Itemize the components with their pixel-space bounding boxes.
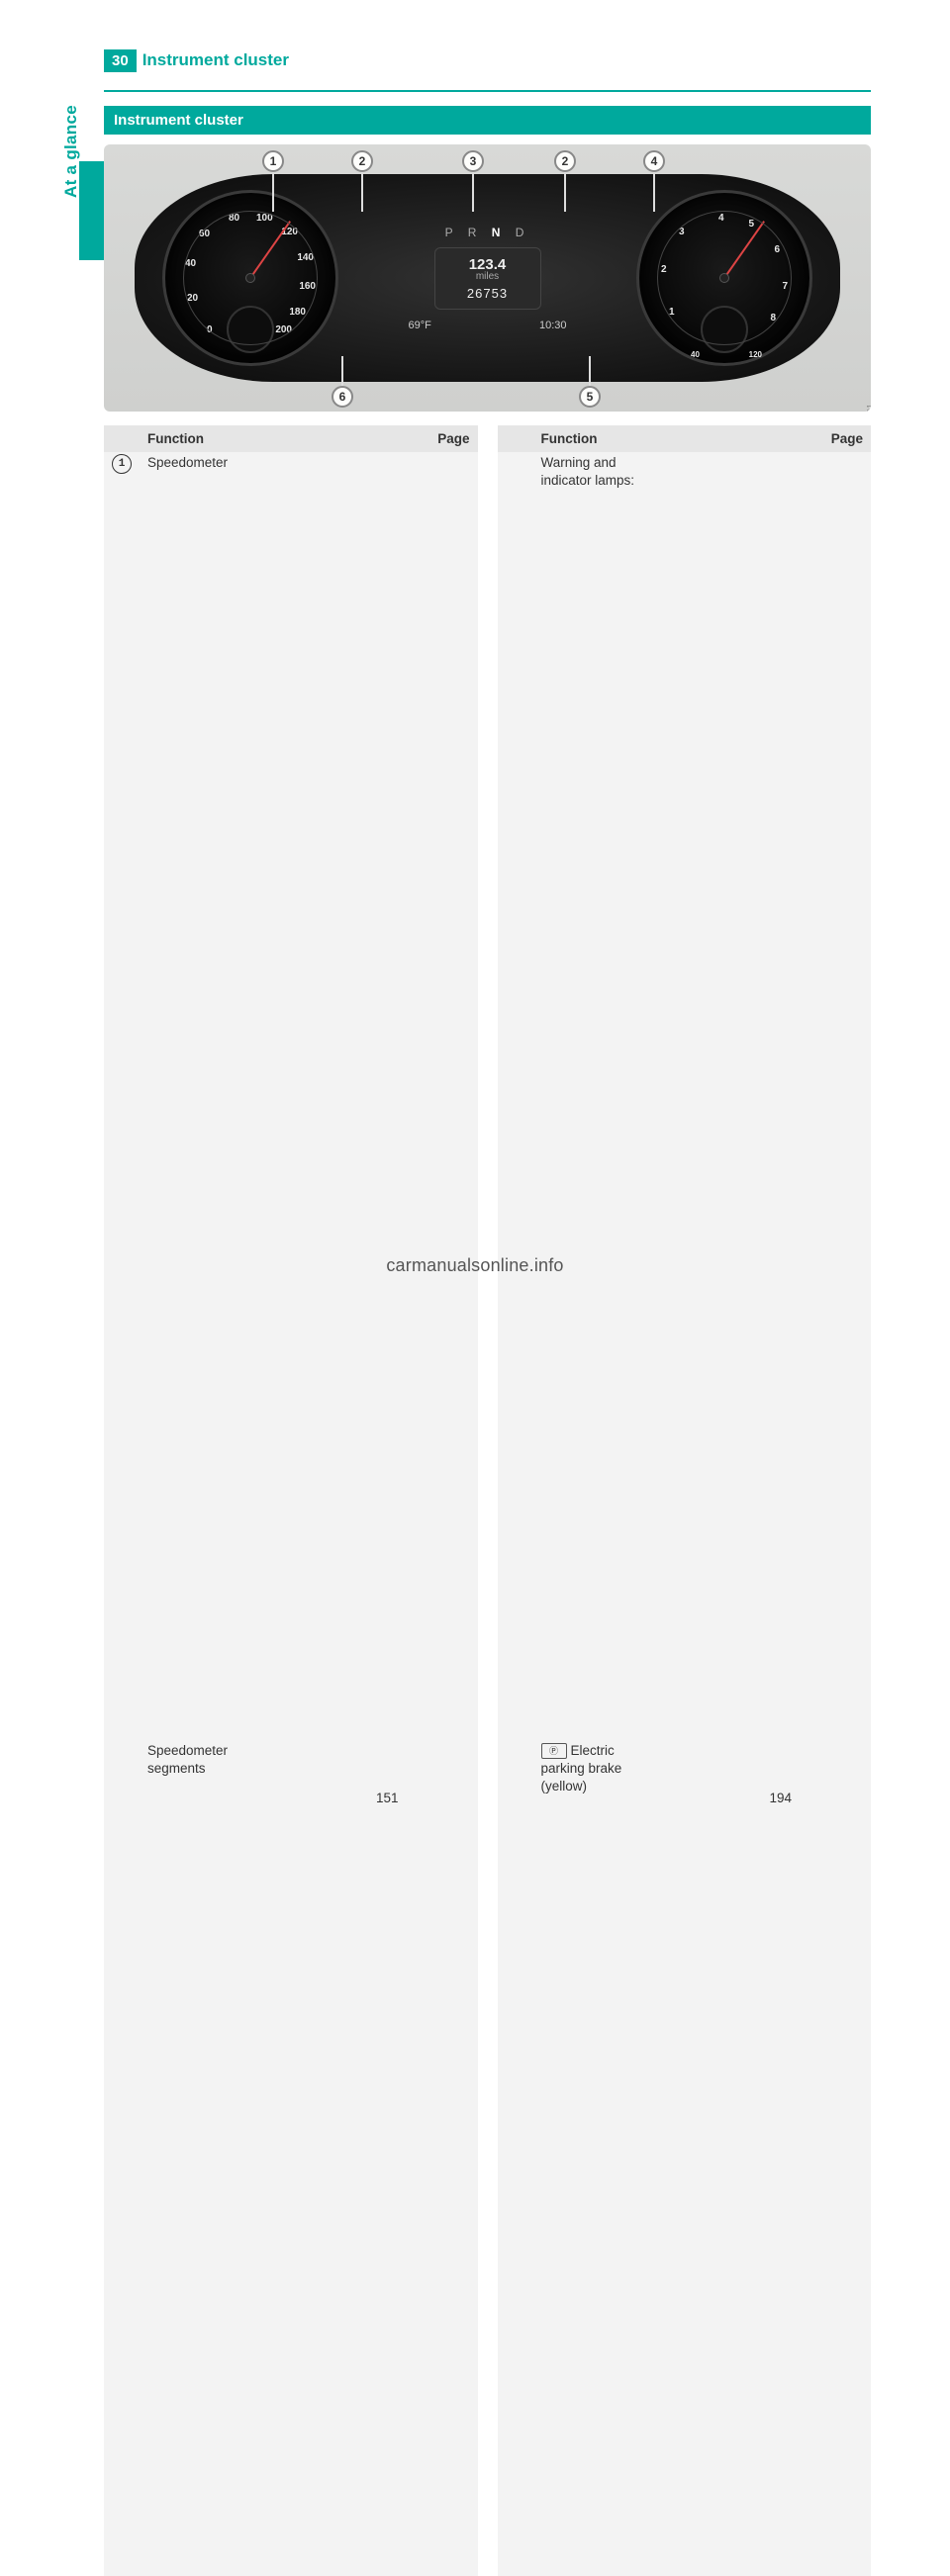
function-text: Warning and indicator lamps: [541,455,635,488]
page-ref [272,452,478,1740]
page-title: Instrument cluster [142,50,289,70]
callout-line [564,172,566,212]
gear-row: P R N D [445,226,530,239]
odometer: 26753 [439,286,536,301]
center-panel: P R N D 123.4 miles 26753 69°F 10:30 [409,226,567,331]
page-header: 30 Instrument cluster [104,49,871,72]
tacho-needle [723,221,765,278]
function-text: Speedometer segments [147,1743,228,1776]
fuel-gauge [227,306,274,353]
callout-3: 3 [462,150,484,172]
function-text: Speedometer [147,455,228,470]
function-table-left: Function Page 1 Speedometer Speedometer se… [104,425,478,2576]
speedo-hub [245,273,255,283]
indicator-icon: Ⓟ [541,1743,567,1759]
callout-2a: 2 [351,150,373,172]
tacho-hub [719,273,729,283]
callout-line [589,356,591,386]
index-badge: 1 [112,454,132,474]
status-row: 69°F 10:30 [409,320,567,331]
page-root: 30 Instrument cluster At a glance Instru… [0,0,950,1288]
function-table-right: Function Page Warning and indicator lamp… [498,425,872,2576]
page-ref: 194 [665,1740,871,2576]
temp-value: 69°F [409,320,431,331]
section-title-bar: Instrument cluster [104,106,871,135]
side-label: At a glance [61,105,81,198]
left-column: Function Page 1 Speedometer Speedometer se… [104,425,478,2576]
cluster-shell: 0 20 40 60 80 100 120 140 160 180 200 P … [135,174,840,383]
callout-5: 5 [579,386,601,408]
side-tab-block [79,161,104,260]
col-header-page: Page [272,425,478,452]
page-ref: 151 [272,1740,478,2576]
page-ref [665,452,871,1740]
callout-line [653,172,655,212]
speedo-needle [249,221,291,278]
col-header-page: Page [665,425,871,452]
tachometer-gauge: 1 2 3 4 5 6 7 8 40 120 [636,190,812,366]
right-column: Function Page Warning and indicator lamp… [498,425,872,2576]
coolant-gauge [701,306,748,353]
callout-4: 4 [643,150,665,172]
callout-6: 6 [332,386,353,408]
trip-unit: miles [439,271,536,282]
callout-1: 1 [262,150,284,172]
page-number: 30 [104,49,137,72]
callout-line [361,172,363,212]
header-rule [104,90,871,92]
col-header-function: Function [533,425,666,452]
callout-line [272,172,274,212]
speedometer-gauge: 0 20 40 60 80 100 120 140 160 180 200 [162,190,338,366]
time-value: 10:30 [539,320,567,331]
figure-watermark: P54.33-4628-31 [866,404,871,412]
callout-2b: 2 [554,150,576,172]
table-columns: Function Page 1 Speedometer Speedometer se… [104,425,871,2576]
footer-url: carmanualsonline.info [386,1255,563,1276]
col-header-function: Function [140,425,272,452]
readout-panel: 123.4 miles 26753 [434,247,541,310]
callout-line [341,356,343,386]
callout-line [472,172,474,212]
cluster-figure: 1 2 3 2 4 5 6 0 20 40 60 80 100 120 140 … [104,144,871,412]
